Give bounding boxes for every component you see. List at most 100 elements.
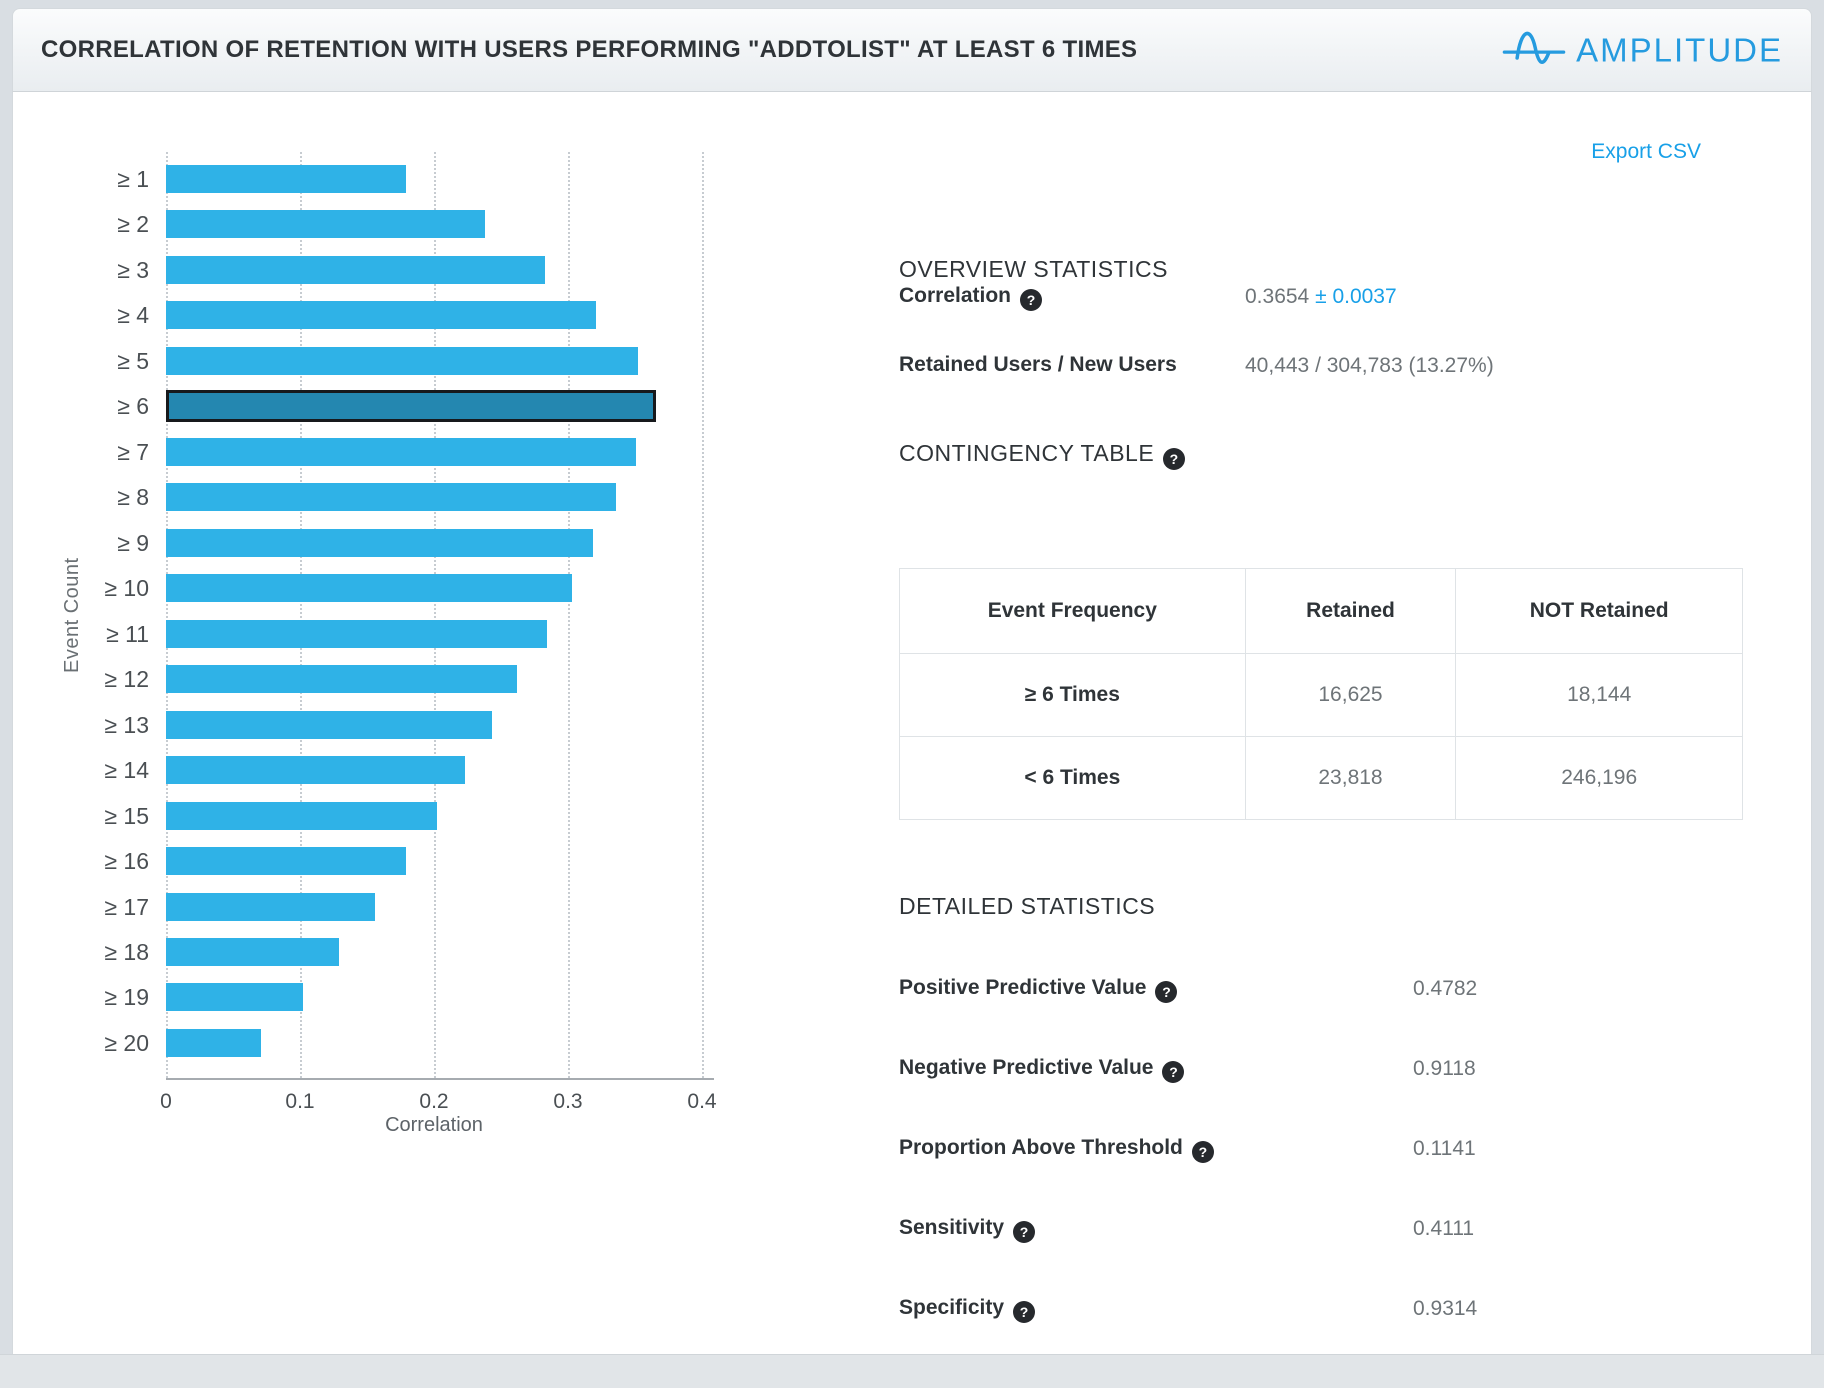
y-tick-label: ≥ 4	[117, 302, 149, 329]
bar[interactable]	[166, 937, 339, 966]
y-tick-label: ≥ 2	[117, 211, 149, 238]
bar[interactable]	[166, 210, 485, 239]
bar[interactable]	[166, 847, 406, 876]
x-axis-title: Correlation	[385, 1114, 483, 1136]
grid-line	[166, 152, 168, 1078]
y-tick-label: ≥ 7	[117, 438, 149, 465]
bar[interactable]	[166, 346, 638, 375]
x-tick-label: 0.1	[285, 1090, 315, 1113]
contingency-heading-text: CONTINGENCY TABLE	[899, 440, 1155, 466]
correlation-stat-label: Correlation?	[899, 284, 1043, 311]
bar[interactable]	[166, 165, 406, 193]
correlation-value: 0.3654	[1245, 285, 1310, 308]
y-tick-label: ≥ 14	[104, 757, 149, 784]
amplitude-wordmark: AMPLITUDE	[1576, 31, 1783, 68]
bar[interactable]	[166, 710, 492, 739]
help-icon[interactable]: ?	[1155, 981, 1178, 1003]
bar[interactable]	[166, 665, 517, 694]
y-tick-label: ≥ 13	[104, 711, 149, 738]
cell-frequency: ≥ 6 Times	[899, 653, 1246, 737]
bar[interactable]	[166, 801, 437, 830]
column-header-event-frequency: Event Frequency	[899, 568, 1246, 654]
bar[interactable]	[166, 301, 596, 330]
amplitude-sine-icon	[1502, 23, 1566, 78]
overview-statistics-heading: OVERVIEW STATISTICS	[899, 256, 1168, 282]
retained-users-label: Retained Users / New Users	[899, 353, 1177, 376]
bar[interactable]	[166, 619, 547, 648]
help-icon[interactable]: ?	[1163, 448, 1186, 470]
bar[interactable]	[166, 528, 593, 557]
correlation-panel: Event Count ≥ 1 ≥ 2 ≥ 3 ≥ 4 ≥ 5 ≥ 6 ≥ 7 ≥ 8 ≥ 9 ≥…	[12, 92, 1812, 1355]
ppv-label: Positive Predictive Value?	[899, 976, 1178, 1003]
proportion-above-threshold-label: Proportion Above Threshold?	[899, 1136, 1214, 1163]
y-tick-label: ≥ 20	[104, 1029, 149, 1056]
y-tick-label: ≥ 10	[104, 575, 149, 602]
x-tick-label: 0.4	[687, 1090, 717, 1113]
grid-line	[702, 152, 704, 1078]
x-tick-label: 0.3	[553, 1090, 583, 1113]
bar[interactable]	[166, 574, 572, 603]
y-tick-label: ≥ 12	[104, 666, 149, 693]
contingency-header-row: Event Frequency Retained NOT Retained	[899, 568, 1743, 654]
y-tick-label: ≥ 8	[117, 484, 149, 511]
sensitivity-label: Sensitivity?	[899, 1216, 1036, 1243]
correlation-stat-value: 0.3654 ± 0.0037	[1245, 285, 1397, 309]
bar[interactable]	[166, 756, 465, 785]
x-tick-label: 0.2	[419, 1090, 449, 1113]
sensitivity-value: 0.4111	[1413, 1217, 1475, 1240]
grid-line	[434, 152, 436, 1078]
specificity-label: Specificity?	[899, 1296, 1036, 1323]
cell-not-retained: 18,144	[1455, 653, 1743, 737]
column-header-retained: Retained	[1244, 568, 1457, 654]
ppv-label-text: Positive Predictive Value	[899, 976, 1147, 999]
help-icon[interactable]: ?	[1013, 1221, 1036, 1243]
grid-line	[568, 152, 570, 1078]
grid-line	[300, 152, 302, 1078]
help-icon[interactable]: ?	[1162, 1061, 1185, 1083]
bar[interactable]	[166, 255, 545, 284]
cell-retained: 23,818	[1244, 736, 1457, 820]
npv-value: 0.9118	[1413, 1057, 1476, 1080]
y-tick-label: ≥ 1	[117, 166, 149, 192]
window-header: CORRELATION OF RETENTION WITH USERS PERF…	[12, 8, 1812, 92]
table-row: ≥ 6 Times 16,625 18,144	[899, 653, 1743, 737]
help-icon[interactable]: ?	[1020, 289, 1043, 311]
y-tick-label: ≥ 17	[104, 893, 149, 920]
y-tick-label: ≥ 16	[104, 848, 149, 875]
bar[interactable]	[166, 483, 616, 512]
bar[interactable]	[166, 892, 375, 921]
y-tick-label: ≥ 6	[117, 393, 149, 420]
y-tick-label: ≥ 18	[104, 938, 149, 965]
bar-highlighted[interactable]	[166, 390, 656, 423]
sensitivity-label-text: Sensitivity	[899, 1216, 1005, 1239]
bar[interactable]	[166, 437, 636, 466]
y-tick-label: ≥ 9	[117, 529, 149, 556]
contingency-table: Event Frequency Retained NOT Retained ≥ …	[899, 568, 1743, 820]
x-axis-ticks: 0 0.1 0.2 0.3 0.4	[160, 1090, 716, 1120]
table-row: < 6 Times 23,818 246,196	[899, 736, 1743, 820]
npv-label: Negative Predictive Value?	[899, 1056, 1185, 1083]
y-tick-label: ≥ 3	[117, 256, 149, 283]
page-title: CORRELATION OF RETENTION WITH USERS PERF…	[41, 36, 1138, 63]
column-header-not-retained: NOT Retained	[1455, 568, 1743, 654]
help-icon[interactable]: ?	[1191, 1141, 1214, 1163]
specificity-value: 0.9314	[1413, 1297, 1478, 1320]
proportion-label-text: Proportion Above Threshold	[899, 1136, 1183, 1159]
cell-frequency: < 6 Times	[899, 736, 1246, 820]
proportion-above-threshold-value: 0.1141	[1413, 1137, 1476, 1160]
contingency-table-heading: CONTINGENCY TABLE?	[899, 440, 1186, 470]
help-icon[interactable]: ?	[1013, 1301, 1036, 1323]
export-csv-link[interactable]: Export CSV	[1591, 140, 1701, 163]
specificity-label-text: Specificity	[899, 1296, 1005, 1319]
y-tick-label: ≥ 5	[117, 347, 149, 374]
bar[interactable]	[166, 1028, 261, 1057]
window-footer	[0, 1354, 1824, 1388]
y-tick-label: ≥ 15	[104, 802, 149, 829]
bar[interactable]	[166, 983, 303, 1012]
plot-area	[166, 152, 714, 1080]
x-tick-label: 0	[160, 1090, 172, 1113]
detailed-statistics-heading: DETAILED STATISTICS	[899, 893, 1156, 919]
cell-not-retained: 246,196	[1455, 736, 1743, 820]
correlation-confidence-interval: ± 0.0037	[1315, 285, 1397, 308]
ppv-value: 0.4782	[1413, 977, 1478, 1000]
